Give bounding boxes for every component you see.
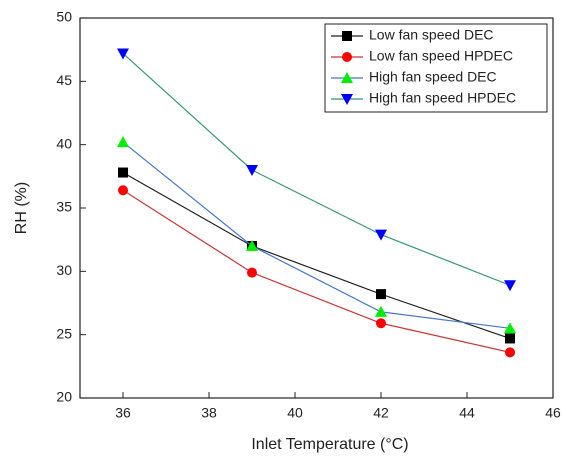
marker (342, 52, 352, 62)
series-line (122, 53, 511, 286)
y-tick-label: 25 (56, 325, 72, 341)
y-tick-label: 50 (56, 9, 72, 25)
legend-label: Low fan speed HPDEC (369, 48, 513, 64)
marker (117, 136, 129, 148)
marker (504, 280, 516, 292)
marker (246, 240, 258, 251)
series-line (122, 189, 511, 353)
x-tick-label: 38 (201, 405, 217, 421)
marker (246, 165, 258, 176)
marker (117, 48, 129, 60)
x-tick-label: 36 (115, 405, 131, 421)
y-tick-label: 45 (56, 72, 72, 88)
legend-box (324, 23, 548, 113)
series-line (122, 172, 511, 340)
marker (341, 72, 353, 83)
marker (118, 185, 128, 196)
marker (375, 229, 387, 241)
x-tick-label: 46 (545, 405, 561, 421)
marker (342, 31, 352, 41)
y-tick-label: 35 (56, 199, 72, 215)
marker (505, 333, 515, 344)
marker (247, 267, 257, 278)
marker (505, 347, 515, 358)
x-tick-label: 42 (373, 405, 389, 421)
marker (118, 167, 128, 178)
series-line (122, 141, 511, 329)
y-tick-label: 40 (56, 135, 72, 151)
y-tick-label: 30 (56, 262, 72, 278)
legend-label: Low fan speed DEC (369, 27, 494, 43)
legend-label: High fan speed DEC (369, 69, 497, 85)
x-axis-label: Inlet Temperature (°C) (251, 436, 408, 453)
legend-label: High fan speed HPDEC (369, 90, 516, 106)
y-axis-label: RH (%) (13, 182, 30, 234)
marker (376, 318, 386, 329)
y-tick-label: 20 (56, 389, 72, 405)
x-tick-label: 44 (459, 405, 475, 421)
x-tick-label: 40 (287, 405, 303, 421)
marker (376, 289, 386, 300)
marker (504, 322, 516, 334)
marker (375, 305, 387, 317)
marker (341, 94, 353, 105)
